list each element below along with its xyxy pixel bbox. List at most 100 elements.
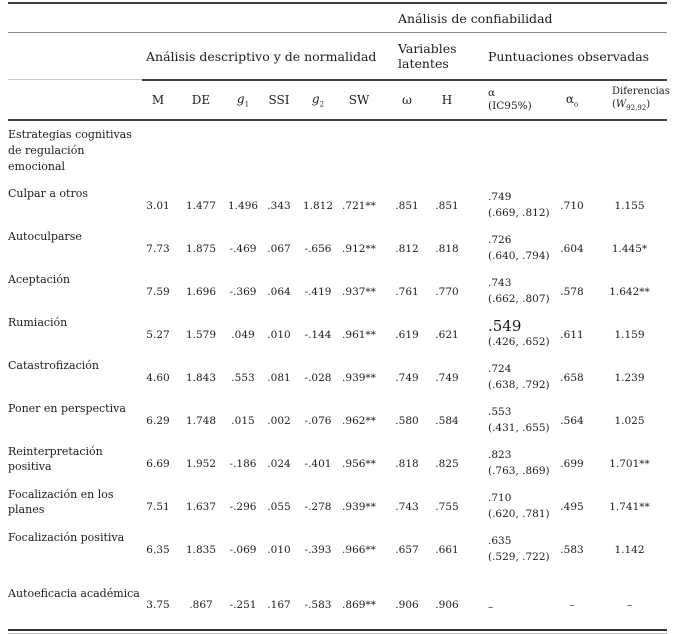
diferencias-statistic: (W92,92) (612, 98, 667, 115)
table-row: Aceptación 7.59 1.696 -.369 .064 -.419 .937**.… (8, 269, 667, 312)
cell-g2: -.028 (304, 372, 332, 384)
group-header-row-1: Análisis de confiabilidad (8, 4, 667, 32)
g1-subscript: 1 (244, 100, 250, 109)
cell-alpha-o: .658 (560, 372, 584, 384)
column-header-omega: ω (402, 93, 412, 107)
alpha-ci-value: (.620, .781) (488, 508, 550, 520)
cell-g1: .015 (231, 415, 255, 427)
table-row: Focalización positiva 6.35 1.835 -.069 .010 -… (8, 527, 667, 570)
cell-g2: -.144 (304, 329, 332, 341)
column-header-de: DE (191, 93, 211, 107)
cell-g2: -.278 (304, 501, 332, 513)
cell-g2: -.076 (304, 415, 332, 427)
column-header-diferencias: Diferencias (W92,92) (592, 85, 670, 115)
row-label: Rumiación (8, 316, 68, 329)
alpha-ci-value: (.669, .812) (488, 207, 550, 219)
cell-sw: .962** (342, 415, 376, 427)
cell-ssi: .010 (267, 544, 291, 556)
cell-ssi: .002 (267, 415, 291, 427)
cell-diferencias: 1.159 (614, 329, 645, 341)
cell-diferencias: – (626, 599, 633, 611)
cell-diferencias: 1.025 (614, 415, 645, 427)
alpha-ci-value: (.529, .722) (488, 551, 550, 563)
cell-omega: .761 (395, 286, 419, 298)
cell-alpha-o: .604 (560, 243, 584, 255)
cell-de: 1.696 (185, 286, 217, 298)
alpha-value: .635 (488, 535, 512, 547)
cell-ssi: .167 (267, 599, 291, 611)
cell-omega: .743 (395, 501, 419, 513)
cell-m: 7.73 (146, 243, 170, 255)
diferencias-label: Diferencias (612, 86, 670, 97)
header-rule-1 (8, 32, 667, 33)
row-label: Poner en perspectiva (8, 402, 126, 415)
cell-ssi: .055 (267, 501, 291, 513)
column-header-g1: g1 (228, 92, 258, 108)
cell-de: 1.477 (185, 200, 217, 212)
cell-sw: .937** (342, 286, 376, 298)
cell-alpha: .553 (.431, .655) (462, 398, 552, 436)
cell-de: 1.875 (185, 243, 217, 255)
cell-omega: .619 (395, 329, 419, 341)
cell-alpha: .726 (.640, .794) (462, 226, 552, 264)
cell-omega: .749 (395, 372, 419, 384)
cell-g1: -.186 (229, 458, 257, 470)
cell-sw: .961** (342, 329, 376, 341)
cell-ssi: .024 (267, 458, 291, 470)
cell-ssi: .081 (267, 372, 291, 384)
section-header-row: Estrategias cognitivas de regulación emo… (8, 121, 667, 183)
cell-alpha: .823 (.763, .869) (462, 441, 552, 479)
alpha-symbol: α (488, 87, 496, 99)
row-label: Catastrofización (8, 359, 99, 372)
column-header-alpha: α (IC95%) (462, 87, 552, 113)
cell-de: 1.843 (185, 372, 217, 384)
cell-alpha: .724 (.638, .792) (462, 355, 552, 393)
cell-alpha-o: – (569, 599, 575, 611)
column-header-sw: SW (348, 93, 370, 107)
cell-alpha-o: .564 (560, 415, 584, 427)
alpha-ci-label: (IC95%) (488, 100, 532, 112)
cell-h: .584 (435, 415, 459, 427)
cell-omega: .812 (395, 243, 419, 255)
alpha-value: .726 (488, 234, 512, 246)
cell-omega: .851 (395, 200, 419, 212)
cell-m: 6.35 (146, 544, 170, 556)
alpha-value: .710 (488, 492, 512, 504)
table-row: Culpar a otros 3.01 1.477 1.496 .343 1.812 .72… (8, 183, 667, 226)
cell-alpha-o: .583 (560, 544, 584, 556)
cell-h: .818 (435, 243, 459, 255)
row-label: Focalización positiva (8, 531, 125, 544)
column-header-h: H (441, 93, 453, 107)
table-body: Estrategias cognitivas de regulación emo… (8, 121, 667, 629)
cell-g1: -.069 (229, 544, 257, 556)
alpha-ci-value: (.640, .794) (488, 250, 550, 262)
alpha-ci-value: (.638, .792) (488, 379, 550, 391)
cell-omega: .818 (395, 458, 419, 470)
table-row: Poner en perspectiva 6.29 1.748 .015 .002 -.0… (8, 398, 667, 441)
cell-alpha: .743 (.662, .807) (462, 269, 552, 307)
cell-diferencias: 1.741** (609, 501, 650, 513)
cell-alpha-o: .699 (560, 458, 584, 470)
row-label: Reinterpretación positiva (8, 445, 103, 473)
cell-alpha: .749 (.669, .812) (462, 183, 552, 221)
cell-h: .661 (435, 544, 459, 556)
cell-de: 1.835 (185, 544, 217, 556)
alpha-value: .549 (488, 317, 522, 335)
cell-h: .851 (435, 200, 459, 212)
cell-m: 5.27 (146, 329, 170, 341)
cell-g1: -.296 (229, 501, 257, 513)
cell-ssi: .064 (267, 286, 291, 298)
cell-de: 1.952 (185, 458, 217, 470)
alpha-ci-value: (.763, .869) (488, 465, 550, 477)
section-header-label: Estrategias cognitivas de regulación emo… (8, 128, 132, 173)
cell-sw: .956** (342, 458, 376, 470)
group-header-confiabilidad: Análisis de confiabilidad (398, 10, 553, 26)
cell-alpha: .710 (.620, .781) (462, 484, 552, 522)
cell-m: 7.59 (146, 286, 170, 298)
cell-diferencias: 1.142 (614, 544, 645, 556)
cell-de: .867 (189, 599, 213, 611)
cell-ssi: .343 (267, 200, 291, 212)
cell-h: .770 (435, 286, 459, 298)
top-rule (8, 2, 667, 4)
group-header-row-2: Análisis descriptivo y de normalidad Var… (8, 33, 667, 79)
